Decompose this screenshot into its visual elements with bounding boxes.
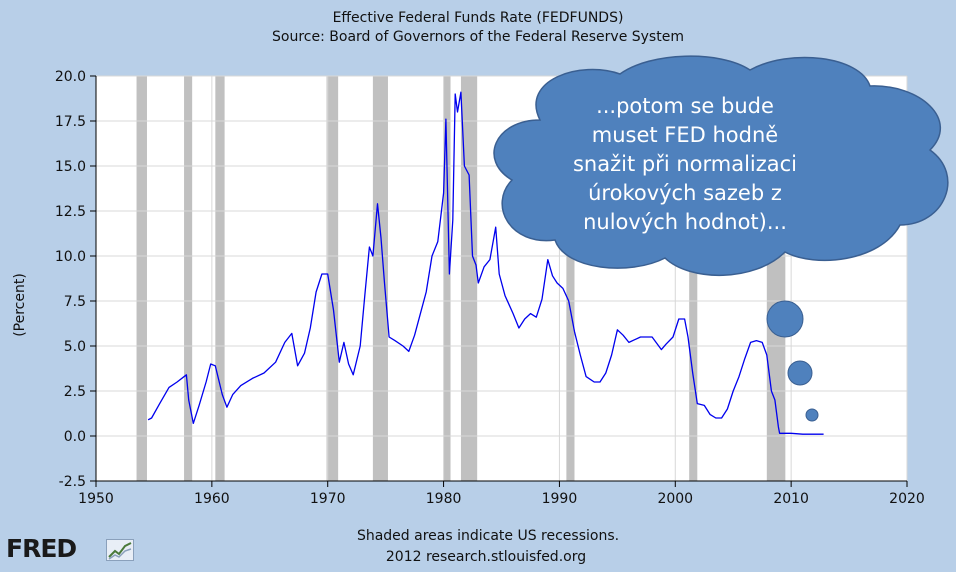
y-tick-label: 2.5 [64, 384, 86, 400]
y-tick-label: 10.0 [55, 249, 86, 265]
axis-ticks: 20.0 17.5 15.0 12.5 10.0 7.5 5.0 2.5 0.0 -2.51950… [55, 69, 925, 507]
thought-bubble-text: ...potom se bude muset FED hodně snažit … [572, 94, 798, 234]
x-tick-label: 1980 [426, 491, 462, 507]
thought-bubble [493, 55, 949, 422]
y-tick-label: 7.5 [64, 294, 86, 310]
y-tick-label: -2.5 [59, 474, 86, 490]
thought-bubble-dot-medium [787, 360, 813, 386]
series-lines [147, 91, 824, 435]
thought-cloud-shape [493, 55, 949, 276]
fred-logo: FRED [6, 534, 77, 563]
y-tick-label: 17.5 [55, 114, 86, 130]
chart-line-icon [106, 539, 134, 561]
x-tick-label: 1990 [542, 491, 578, 507]
recession-band [372, 76, 388, 481]
y-axis-label: (Percent) [12, 273, 28, 337]
recession-band [215, 76, 225, 481]
x-tick-label: 2020 [889, 491, 925, 507]
recession-band [326, 76, 339, 481]
x-tick-label: 1960 [194, 491, 230, 507]
chart-subtitle: Source: Board of Governors of the Federa… [272, 29, 684, 45]
recession-band [460, 76, 478, 481]
recession-band [184, 76, 193, 481]
chart-title: Effective Federal Funds Rate (FEDFUNDS) [333, 10, 624, 26]
x-tick-label: 1950 [78, 491, 114, 507]
footer-source: 2012 research.stlouisfed.org [386, 549, 586, 565]
recession-band [443, 76, 451, 481]
series-line [147, 91, 824, 435]
y-tick-label: 5.0 [64, 339, 86, 355]
recession-band [566, 76, 575, 481]
y-tick-label: 12.5 [55, 204, 86, 220]
recession-band [136, 76, 147, 481]
y-tick-label: 15.0 [55, 159, 86, 175]
recession-band [689, 76, 698, 481]
recession-bands [136, 76, 786, 481]
y-tick-label: 0.0 [64, 429, 86, 445]
y-tick-label: 20.0 [55, 69, 86, 85]
footer-note: Shaded areas indicate US recessions. [357, 528, 619, 544]
x-tick-label: 1970 [310, 491, 346, 507]
x-tick-label: 2010 [773, 491, 809, 507]
thought-bubble-dot-small [805, 408, 819, 422]
x-tick-label: 2000 [657, 491, 693, 507]
thought-bubble-dot-large [766, 300, 804, 338]
